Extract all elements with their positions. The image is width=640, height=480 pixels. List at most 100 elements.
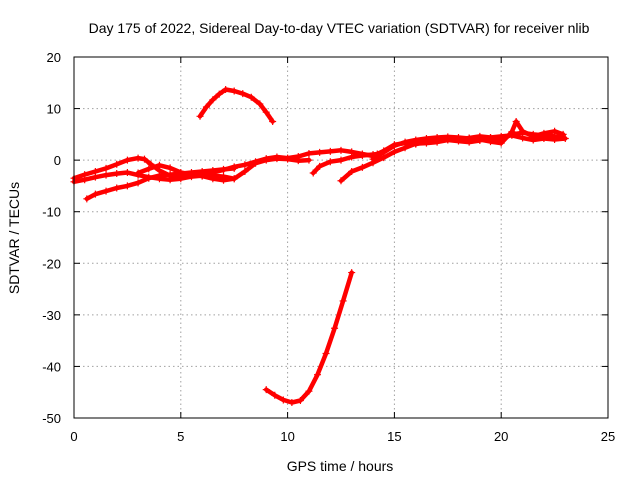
data-point-marker xyxy=(508,128,516,136)
series-layer xyxy=(70,85,569,407)
data-point-marker xyxy=(155,161,163,169)
series-track-5 xyxy=(196,85,277,125)
data-point-marker xyxy=(294,157,302,165)
y-tick-label: 20 xyxy=(47,50,61,65)
data-point-marker xyxy=(241,161,249,169)
data-point-marker xyxy=(102,187,110,195)
data-point-marker xyxy=(358,152,366,160)
data-point-marker xyxy=(401,138,409,146)
data-point-marker xyxy=(390,142,398,150)
data-point-marker xyxy=(209,96,217,104)
data-point-marker xyxy=(497,132,505,140)
data-point-marker xyxy=(339,297,347,305)
data-point-marker xyxy=(215,90,223,98)
data-point-marker xyxy=(81,176,89,184)
data-point-marker xyxy=(262,108,270,116)
data-point-marker xyxy=(209,166,217,174)
data-point-marker xyxy=(187,171,195,179)
data-point-marker xyxy=(134,179,142,187)
data-point-marker xyxy=(358,163,366,171)
x-tick-label: 20 xyxy=(494,429,508,444)
series-track-4 xyxy=(134,155,313,184)
data-point-marker xyxy=(284,155,292,163)
data-point-marker xyxy=(230,164,238,172)
series-line xyxy=(263,270,354,405)
data-point-marker xyxy=(145,165,153,173)
data-point-marker xyxy=(222,85,230,93)
data-point-marker xyxy=(91,190,99,198)
data-point-marker xyxy=(230,175,238,183)
data-point-marker xyxy=(134,169,142,177)
data-point-marker xyxy=(305,149,313,157)
data-point-marker xyxy=(322,350,330,358)
data-point-marker xyxy=(271,391,279,399)
series-line xyxy=(197,87,275,124)
data-point-marker xyxy=(529,132,537,140)
data-point-marker xyxy=(390,148,398,156)
data-point-marker xyxy=(209,175,217,183)
data-point-marker xyxy=(316,162,324,170)
data-point-marker xyxy=(123,169,131,177)
y-tick-label: -20 xyxy=(42,256,61,271)
grid-layer xyxy=(74,57,608,418)
chart-title: Day 175 of 2022, Sidereal Day-to-day VTE… xyxy=(89,20,590,36)
y-tick-label: -50 xyxy=(42,411,61,426)
series-track-6 xyxy=(262,269,356,407)
data-point-marker xyxy=(256,100,264,108)
x-tick-label: 10 xyxy=(280,429,294,444)
data-point-marker xyxy=(239,90,247,98)
data-point-marker xyxy=(279,396,287,404)
data-point-marker xyxy=(262,156,270,164)
data-point-marker xyxy=(497,139,505,147)
data-point-marker xyxy=(202,103,210,111)
data-point-marker xyxy=(331,324,339,332)
data-point-marker xyxy=(326,158,334,166)
data-point-marker xyxy=(540,129,548,137)
series-track-8 xyxy=(337,131,569,185)
data-point-marker xyxy=(241,167,249,175)
data-point-marker xyxy=(83,195,91,203)
data-point-marker xyxy=(123,156,131,164)
data-point-marker xyxy=(309,169,317,177)
data-point-marker xyxy=(145,174,153,182)
data-point-marker xyxy=(269,117,277,125)
x-tick-label: 5 xyxy=(177,429,184,444)
data-point-marker xyxy=(273,155,281,163)
data-point-marker xyxy=(288,399,296,407)
data-point-marker xyxy=(91,173,99,181)
x-tick-label: 15 xyxy=(387,429,401,444)
data-point-marker xyxy=(487,138,495,146)
data-point-marker xyxy=(262,386,270,394)
data-point-marker xyxy=(220,176,228,184)
data-point-marker xyxy=(348,153,356,161)
data-point-marker xyxy=(561,134,569,142)
data-point-marker xyxy=(305,387,313,395)
data-point-marker xyxy=(134,154,142,162)
data-point-marker xyxy=(433,133,441,141)
y-tick-label: 10 xyxy=(47,102,61,117)
data-point-marker xyxy=(551,127,559,135)
x-tick-label: 25 xyxy=(601,429,615,444)
plot-frame xyxy=(73,56,609,419)
data-point-marker xyxy=(412,136,420,144)
y-tick-label: -10 xyxy=(42,205,61,220)
tick-layer: 0 5 10 15 20 25 20 10 0 -10 -20 -30 -40 -50 xyxy=(42,50,615,444)
data-point-marker xyxy=(305,156,313,164)
y-tick-label: 0 xyxy=(54,153,61,168)
data-point-marker xyxy=(476,136,484,144)
data-point-marker xyxy=(166,164,174,172)
y-tick-label: -40 xyxy=(42,359,61,374)
data-point-marker xyxy=(196,112,204,120)
series-line xyxy=(338,133,568,184)
data-point-marker xyxy=(380,148,388,156)
data-point-marker xyxy=(422,134,430,142)
data-point-marker xyxy=(177,169,185,177)
data-point-marker xyxy=(559,130,567,138)
data-point-marker xyxy=(113,160,121,168)
data-point-marker xyxy=(247,93,255,101)
data-point-marker xyxy=(230,87,238,95)
series-track-3 xyxy=(83,164,238,203)
data-point-marker xyxy=(444,133,452,141)
data-point-marker xyxy=(166,171,174,179)
